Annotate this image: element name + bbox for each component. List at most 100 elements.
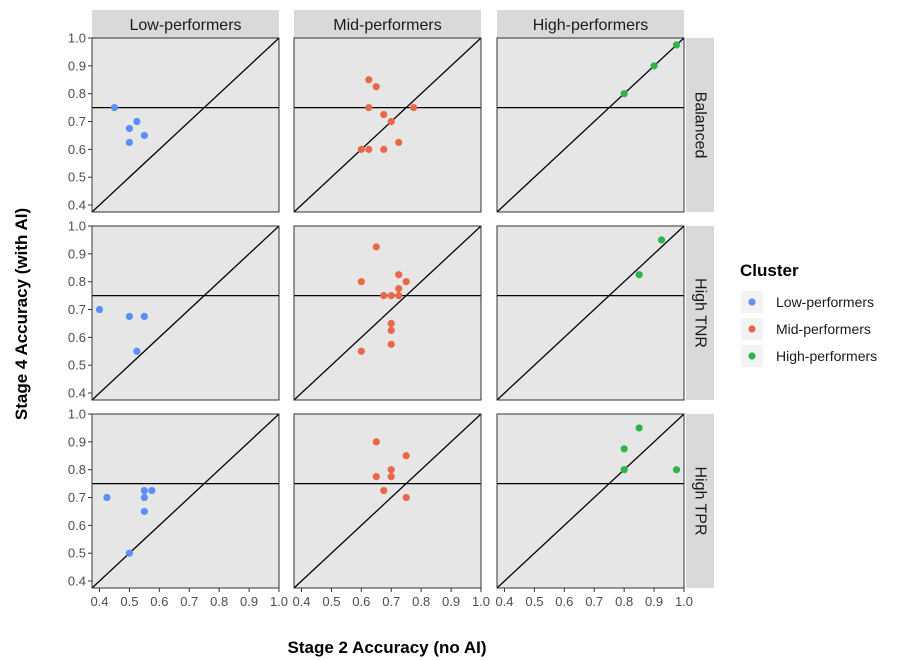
data-point xyxy=(103,493,111,502)
data-point xyxy=(395,138,403,146)
y-tick-label: 0.6 xyxy=(68,142,86,157)
data-point xyxy=(620,90,628,98)
legend-label: High-performers xyxy=(776,348,877,364)
x-tick-label: 0.5 xyxy=(120,594,138,609)
data-point xyxy=(635,271,643,279)
data-point xyxy=(620,445,628,453)
data-point xyxy=(133,117,141,126)
y-tick-label: 0.8 xyxy=(68,86,86,101)
x-tick-label: 1.0 xyxy=(270,594,288,609)
row-strip xyxy=(686,414,714,588)
x-tick-label: 0.6 xyxy=(555,594,573,609)
data-point xyxy=(365,104,373,112)
data-point xyxy=(672,466,681,474)
x-tick-label: 0.9 xyxy=(442,594,460,609)
data-point xyxy=(402,452,410,460)
data-point xyxy=(365,145,373,153)
data-point xyxy=(387,319,395,328)
panel-border xyxy=(91,413,280,589)
reference-line-diagonal xyxy=(294,414,481,588)
data-point xyxy=(372,473,380,481)
legend-label: Low-performers xyxy=(776,294,874,310)
row-strip-label: High TNR xyxy=(692,278,709,348)
y-tick-label: 0.5 xyxy=(68,170,86,185)
column-strip-label: High-performers xyxy=(533,17,649,34)
column-strip-label: Low-performers xyxy=(129,17,241,34)
row-strip-label: Balanced xyxy=(692,92,709,159)
data-point xyxy=(410,104,418,112)
reference-line-diagonal xyxy=(294,226,481,400)
data-point xyxy=(95,305,104,314)
y-tick-label: 0.9 xyxy=(68,58,86,73)
y-tick-label: 0.5 xyxy=(68,546,86,561)
y-tick-label: 0.8 xyxy=(68,462,86,477)
data-point xyxy=(620,466,628,474)
panel-border xyxy=(496,225,685,401)
data-point xyxy=(148,486,156,495)
x-tick-label: 1.0 xyxy=(472,594,490,609)
reference-line-diagonal xyxy=(294,38,481,212)
data-point xyxy=(380,292,388,300)
reference-line-diagonal xyxy=(92,414,279,588)
x-tick-label: 0.7 xyxy=(585,594,603,609)
data-point xyxy=(380,110,388,119)
reference-line-diagonal xyxy=(497,414,684,588)
legend-title: Cluster xyxy=(740,261,799,280)
data-point xyxy=(125,312,133,321)
legend-swatch xyxy=(748,298,756,306)
data-point xyxy=(357,278,365,286)
data-point xyxy=(357,145,365,153)
data-point xyxy=(125,138,133,146)
data-point xyxy=(357,347,365,355)
column-strip-label: Mid-performers xyxy=(333,17,441,34)
data-point xyxy=(387,466,395,474)
panel-border xyxy=(91,37,280,213)
panel-border xyxy=(293,413,482,589)
data-point xyxy=(140,493,148,502)
x-tick-label: 0.6 xyxy=(352,594,370,609)
column-strip xyxy=(92,10,279,38)
reference-line-diagonal xyxy=(497,226,684,400)
data-point xyxy=(125,124,133,133)
data-point xyxy=(380,145,388,153)
data-point xyxy=(372,243,380,251)
data-point xyxy=(372,438,380,446)
panel-border xyxy=(496,37,685,213)
y-tick-label: 0.7 xyxy=(68,490,86,505)
data-point xyxy=(140,486,148,495)
data-point xyxy=(372,83,380,91)
row-strip xyxy=(686,38,714,212)
y-tick-label: 0.6 xyxy=(68,330,86,345)
y-tick-label: 0.6 xyxy=(68,518,86,533)
data-point xyxy=(387,117,395,126)
row-strip xyxy=(686,226,714,400)
y-tick-label: 0.7 xyxy=(68,114,86,129)
x-tick-label: 0.5 xyxy=(322,594,340,609)
x-tick-label: 0.4 xyxy=(90,594,108,609)
data-point xyxy=(387,340,395,348)
panel-border xyxy=(91,225,280,401)
data-point xyxy=(125,549,133,557)
data-point xyxy=(133,347,141,355)
x-tick-label: 0.7 xyxy=(382,594,400,609)
y-tick-label: 0.7 xyxy=(68,302,86,317)
y-tick-label: 1.0 xyxy=(68,407,86,422)
legend-box xyxy=(738,285,898,369)
data-point xyxy=(402,493,410,502)
data-point xyxy=(395,292,403,300)
data-point xyxy=(110,104,119,112)
legend-swatch xyxy=(748,352,756,360)
y-tick-label: 1.0 xyxy=(68,31,86,46)
data-point xyxy=(140,131,148,140)
x-axis-title: Stage 2 Accuracy (no AI) xyxy=(287,638,486,657)
panel-border xyxy=(496,413,685,589)
column-strip xyxy=(497,10,684,38)
data-point xyxy=(140,312,148,321)
data-point xyxy=(402,278,410,286)
y-tick-label: 0.9 xyxy=(68,434,86,449)
data-point xyxy=(365,76,373,84)
x-tick-label: 0.4 xyxy=(292,594,310,609)
reference-line-diagonal xyxy=(92,226,279,400)
y-tick-label: 0.9 xyxy=(68,246,86,261)
